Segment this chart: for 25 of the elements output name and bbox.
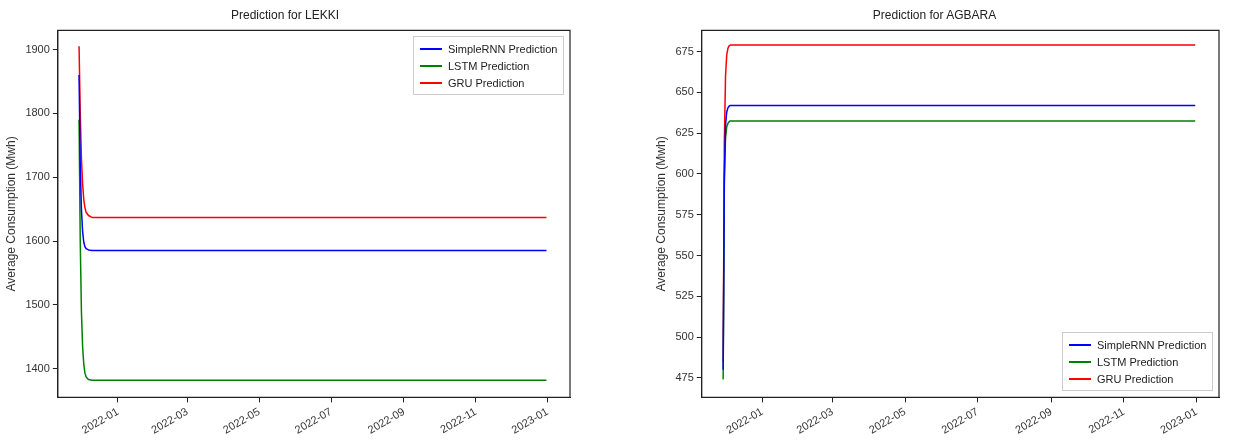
- y-tick-label: 1700: [25, 170, 50, 183]
- y-axis-title: Average Consumption (Mwh): [3, 136, 18, 292]
- chart-title: Prediction for AGBARA: [872, 7, 997, 22]
- y-tick-label: 1600: [25, 234, 50, 247]
- y-axis-title: Average Consumption (Mwh): [653, 136, 668, 292]
- y-tick-label: 675: [675, 44, 694, 57]
- legend-label: SimpleRNN Prediction: [448, 42, 558, 55]
- legend-label: GRU Prediction: [448, 76, 525, 89]
- chart-title: Prediction for LEKKI: [230, 7, 340, 22]
- y-tick-label: 575: [675, 207, 694, 220]
- y-tick-label: 475: [675, 370, 694, 383]
- y-tick-label: 1500: [25, 297, 50, 310]
- legend-label: LSTM Prediction: [448, 59, 530, 72]
- legend-label: LSTM Prediction: [1097, 355, 1179, 368]
- legend-label: SimpleRNN Prediction: [1097, 338, 1207, 351]
- y-tick-label: 1900: [25, 42, 50, 55]
- y-tick-label: 525: [675, 289, 694, 302]
- legend-label: GRU Prediction: [1097, 372, 1174, 385]
- y-tick-label: 1800: [25, 106, 50, 119]
- y-tick-label: 625: [675, 126, 694, 139]
- y-tick-label: 500: [675, 330, 694, 343]
- y-tick-label: 550: [675, 248, 694, 261]
- y-tick-label: 1400: [25, 361, 50, 374]
- y-tick-label: 600: [675, 166, 694, 179]
- y-tick-label: 650: [675, 85, 694, 98]
